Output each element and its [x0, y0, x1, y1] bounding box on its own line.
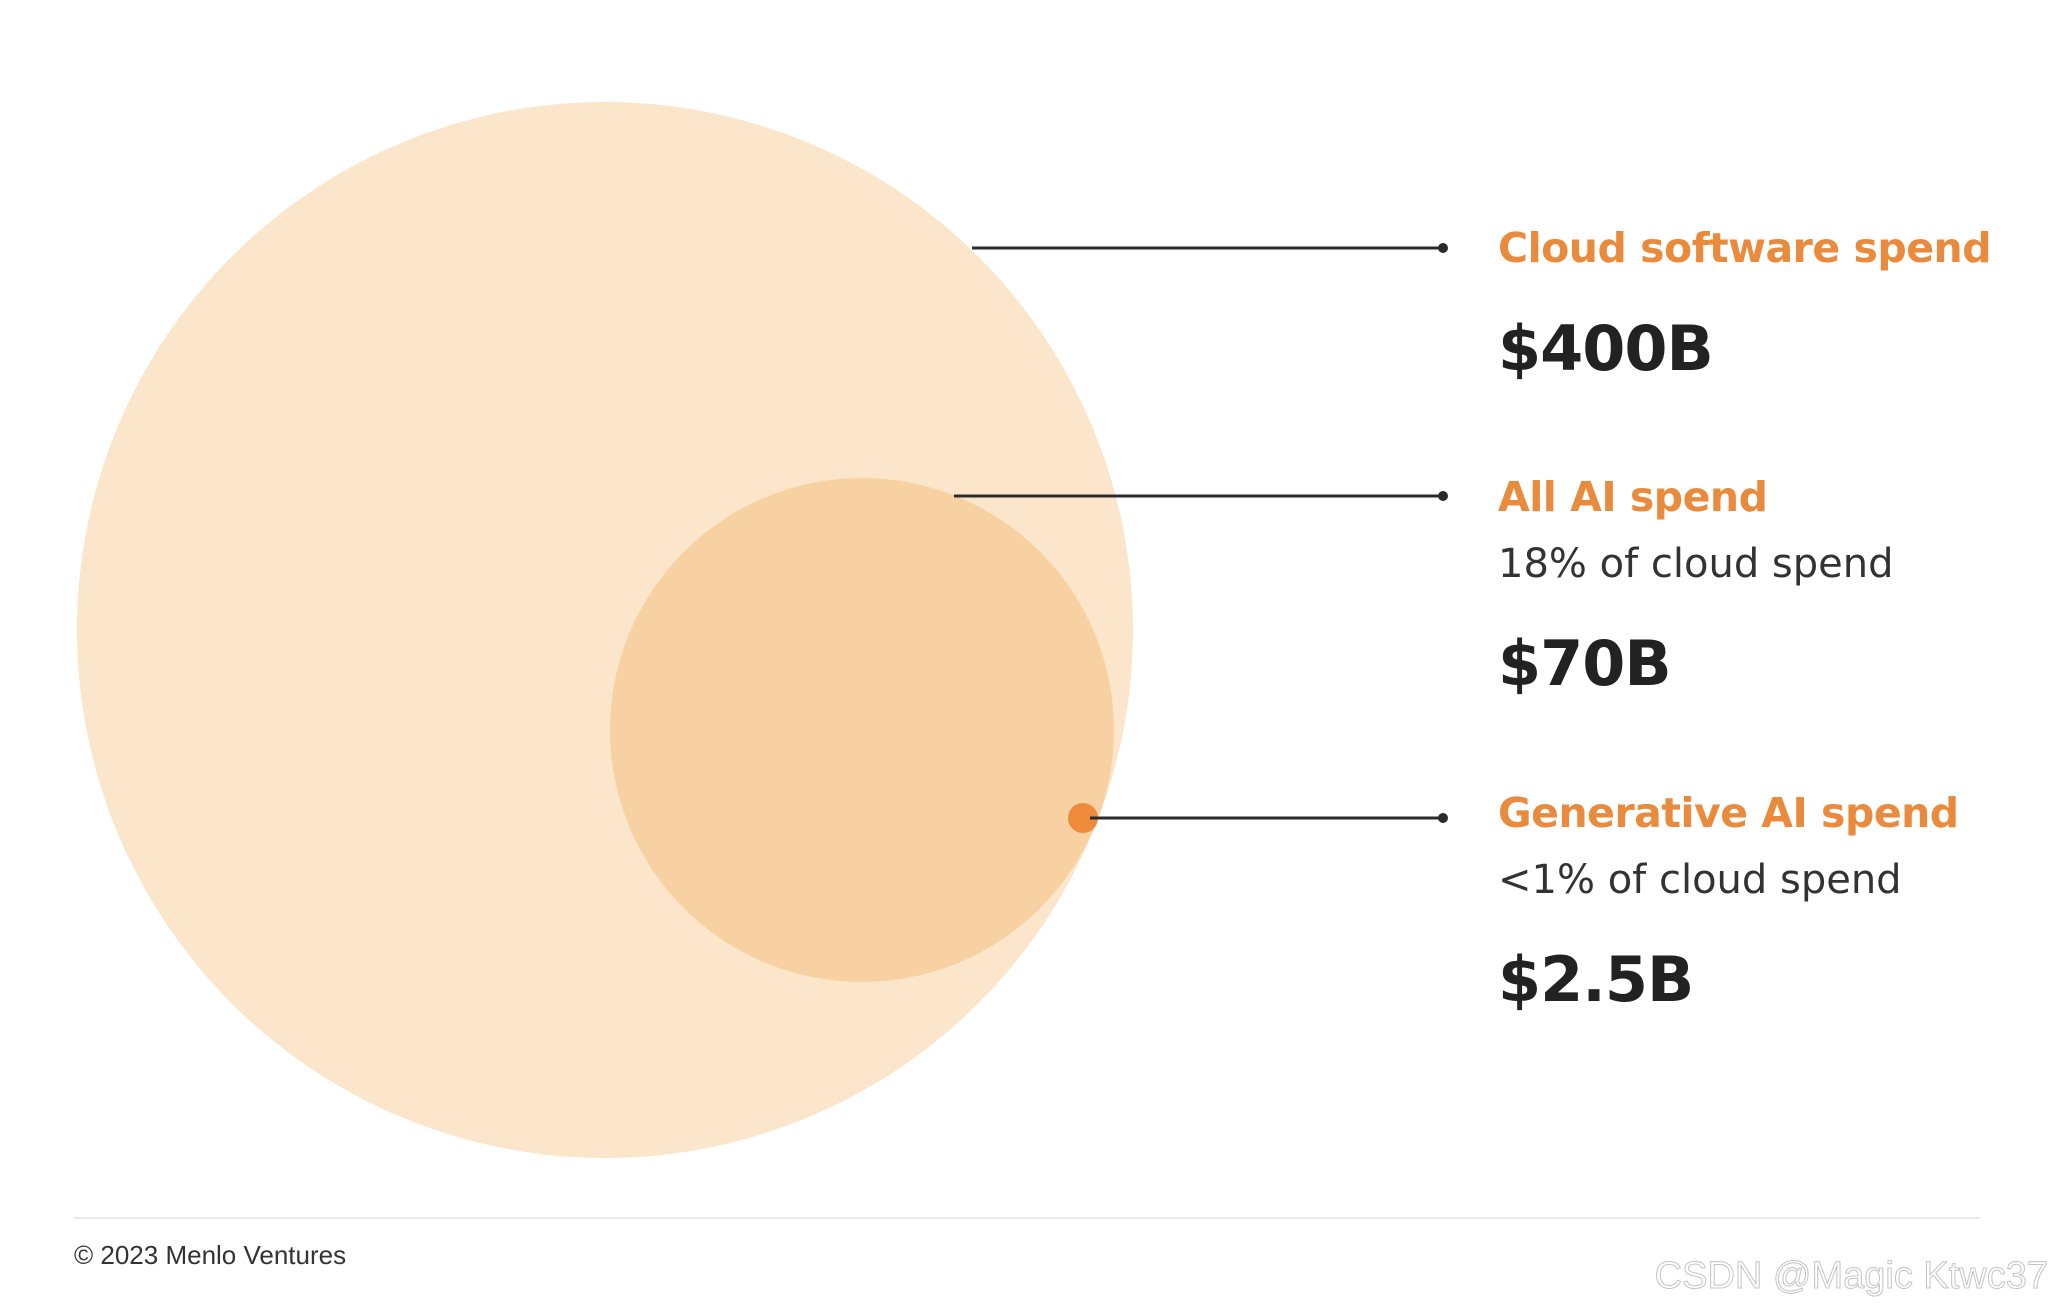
- bubble-generative-ai-spend: [1068, 803, 1098, 833]
- value-all-ai-spend: $70B: [1498, 627, 1672, 700]
- note-all-ai-spend: 18% of cloud spend: [1498, 541, 1894, 587]
- value-generative-ai-spend: $2.5B: [1498, 943, 1694, 1016]
- copyright-text: © 2023 Menlo Ventures: [74, 1240, 347, 1270]
- watermark-text: CSDN @Magic Ktwc37: [1654, 1255, 2048, 1298]
- label-all-ai-spend: All AI spend: [1498, 473, 1768, 521]
- value-cloud-software-spend: $400B: [1498, 312, 1714, 385]
- label-generative-ai-spend: Generative AI spend: [1498, 789, 1959, 837]
- leader-dot-all-ai-spend: [1438, 491, 1448, 501]
- leader-dot-cloud-software-spend: [1438, 243, 1448, 253]
- leader-dot-generative-ai-spend: [1438, 813, 1448, 823]
- label-cloud-software-spend: Cloud software spend: [1498, 224, 1992, 272]
- footer-divider: [74, 1217, 1980, 1219]
- bubble-all-ai-spend: [610, 478, 1114, 982]
- note-generative-ai-spend: <1% of cloud spend: [1498, 857, 1902, 903]
